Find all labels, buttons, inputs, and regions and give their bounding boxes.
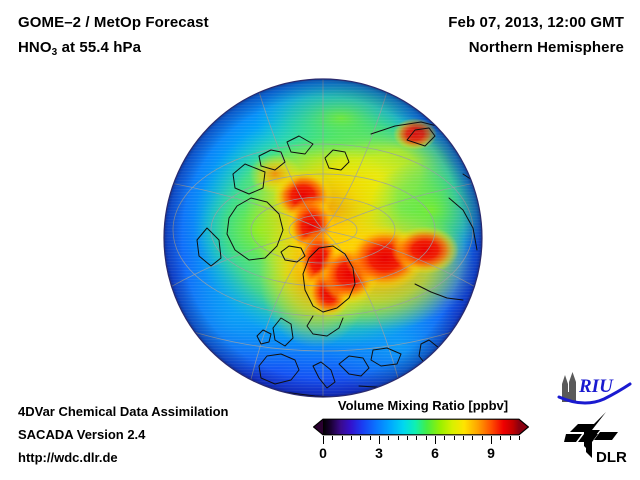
riu-spires-icon: [562, 372, 576, 402]
globe-svg: [163, 78, 483, 398]
colorbar-bar-row: [312, 418, 530, 436]
colorbar-minor-tick: [463, 436, 464, 440]
colorbar-minor-tick: [444, 436, 446, 440]
colorbar-minor-tick: [416, 436, 418, 440]
colorbar-minor-tick: [453, 436, 455, 440]
colorbar-major-tick: [379, 436, 380, 444]
colorbar-minor-tick: [341, 436, 343, 440]
riu-wave-icon: [557, 382, 632, 405]
colorbar-minor-tick: [388, 436, 390, 440]
riu-logo: RIU: [556, 372, 632, 406]
header-left: GOME–2 / MetOp Forecast HNO3 at 55.4 hPa: [18, 10, 209, 60]
colorbar-minor-tick: [360, 436, 362, 440]
dlr-logo: DLR: [562, 410, 634, 468]
colorbar-minor-tick: [481, 436, 483, 440]
colorbar-ticks: [313, 436, 529, 445]
colorbar-tick-label: 0: [319, 445, 327, 461]
colorbar-tick-label: 6: [431, 445, 439, 461]
dlr-logo-svg: DLR: [564, 412, 627, 466]
colorbar-major-tick: [435, 436, 436, 444]
species-name: HNO: [18, 39, 52, 56]
colorbar-arrow-right: [519, 419, 529, 435]
globe-outline: [163, 78, 483, 398]
colorbar-minor-tick: [519, 436, 520, 440]
colorbar-tick-label: 9: [487, 445, 495, 461]
colorbar-minor-tick: [425, 436, 427, 440]
globe-limb-shading: [164, 79, 482, 397]
colorbar-svg: [312, 418, 530, 436]
colorbar-tick-labels: 0 3 6 9: [313, 445, 529, 463]
dlr-emblem-icon: [564, 412, 618, 458]
colorbar-minor-tick: [407, 436, 408, 440]
dlr-wordmark: DLR: [596, 449, 627, 466]
pressure-level: at 55.4 hPa: [57, 39, 142, 56]
colorbar-minor-tick: [369, 436, 371, 440]
colorbar-minor-tick: [500, 436, 502, 440]
riu-logo-svg: RIU: [557, 372, 632, 405]
region-label: Northern Hemisphere: [468, 39, 624, 56]
species-subscript: 3: [51, 47, 58, 58]
footer-credits: 4DVar Chemical Data Assimilation SACADA …: [18, 400, 229, 469]
colorbar: Volume Mixing Ratio [ppbv] 0 3 6 9: [312, 398, 530, 463]
method-label: 4DVar Chemical Data Assimilation: [18, 404, 229, 419]
version-label: SACADA Version 2.4: [18, 427, 146, 442]
source-url: http://wdc.dlr.de: [18, 450, 118, 465]
colorbar-tick-label: 3: [375, 445, 383, 461]
colorbar-major-tick: [491, 436, 492, 444]
colorbar-major-tick: [323, 436, 324, 444]
colorbar-minor-tick: [397, 436, 399, 440]
riu-wordmark: RIU: [578, 376, 614, 397]
colorbar-border: [312, 418, 530, 436]
colorbar-body: [323, 419, 519, 435]
header-right: Feb 07, 2013, 12:00 GMT Northern Hemisph…: [448, 10, 624, 60]
forecast-datetime: Feb 07, 2013, 12:00 GMT: [448, 14, 624, 31]
species-level-label: HNO3 at 55.4 hPa: [18, 35, 209, 60]
colorbar-minor-tick: [332, 436, 334, 440]
figure-title: GOME–2 / MetOp Forecast: [18, 14, 209, 31]
colorbar-minor-tick: [351, 436, 352, 440]
colorbar-minor-tick: [509, 436, 511, 440]
globe-field: [164, 79, 482, 397]
colorbar-title: Volume Mixing Ratio [ppbv]: [337, 398, 509, 413]
globe-map: [163, 78, 483, 398]
colorbar-arrow-left: [313, 419, 323, 435]
colorbar-minor-tick: [472, 436, 474, 440]
